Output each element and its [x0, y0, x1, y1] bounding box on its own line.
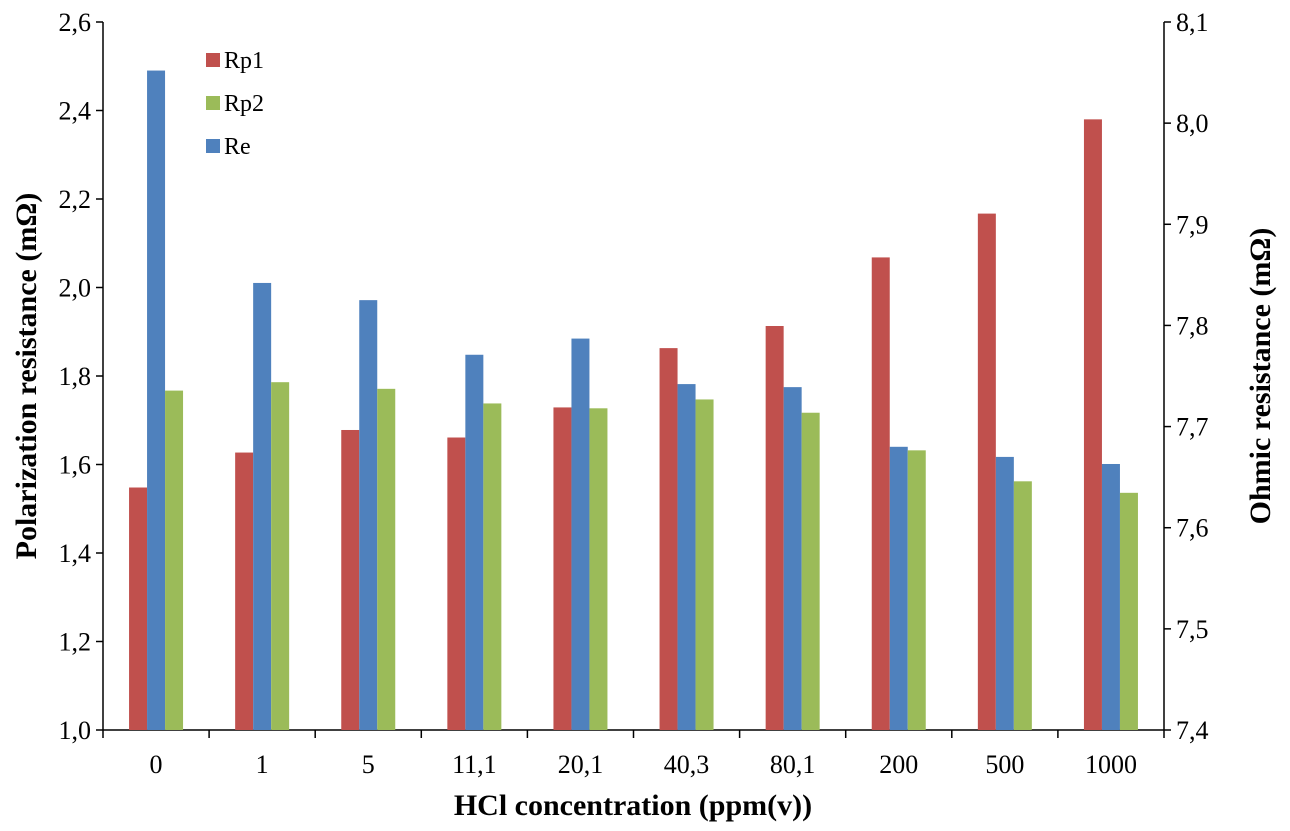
legend-swatch-rp1 — [206, 53, 220, 67]
bar-rp1-8 — [977, 213, 996, 731]
x-tick-label: 1000 — [1085, 750, 1137, 779]
bar-re-7 — [889, 446, 908, 730]
bar-rp1-4 — [553, 407, 572, 730]
bar-re-3 — [465, 354, 484, 730]
bar-rp2-8 — [1013, 481, 1032, 730]
x-tick-label: 200 — [879, 750, 918, 779]
bar-re-9 — [1101, 463, 1120, 730]
bar-rp1-3 — [447, 437, 466, 730]
bar-rp2-3 — [483, 403, 502, 730]
bar-rp1-2 — [341, 429, 360, 730]
bar-re-6 — [783, 387, 802, 730]
x-tick-label: 0 — [150, 750, 163, 779]
y-tick-left-label: 1,6 — [59, 451, 92, 480]
y-tick-left-label: 2,2 — [59, 185, 92, 214]
x-tick-label: 500 — [985, 750, 1024, 779]
y-tick-left-label: 1,8 — [59, 362, 92, 391]
bar-rp2-4 — [589, 408, 608, 730]
y-tick-right-label: 7,6 — [1176, 514, 1209, 543]
x-ticks: 0 1 5 11,1 20,1 40,3 80,1 200 500 1000 — [102, 730, 1165, 779]
legend-label-rp1: Rp1 — [224, 48, 264, 74]
bar-re-1 — [253, 282, 272, 730]
x-tick-label: 1 — [256, 750, 269, 779]
y-tick-right-label: 7,8 — [1176, 311, 1209, 340]
y-ticks-left: 1,0 1,2 1,4 1,6 1,8 2,0 2,2 2,4 2,6 — [59, 8, 103, 745]
legend-label-rp2: Rp2 — [224, 91, 264, 117]
y-tick-right-label: 8,1 — [1176, 8, 1209, 37]
bar-rp2-1 — [271, 382, 290, 730]
bar-rp2-0 — [165, 390, 184, 730]
bar-re-0 — [147, 70, 166, 731]
x-tick-label: 80,1 — [770, 750, 816, 779]
x-tick-label: 11,1 — [452, 750, 497, 779]
x-tick-label: 40,3 — [664, 750, 710, 779]
bar-rp1-9 — [1083, 119, 1102, 731]
legend-label-re: Re — [224, 134, 251, 160]
y-axis-title-right: Ohmic resistance (mΩ) — [1244, 228, 1277, 525]
bar-re-4 — [571, 338, 590, 730]
bars-group — [129, 70, 1138, 731]
y-tick-left-label: 1,2 — [59, 628, 92, 657]
bar-re-2 — [359, 300, 378, 730]
legend-swatch-rp2 — [206, 96, 220, 110]
y-axis-title-left: Polarization resistance (mΩ) — [10, 193, 43, 560]
legend: Rp1 Rp2 Re — [206, 48, 264, 160]
x-tick-label: 5 — [362, 750, 375, 779]
y-ticks-right: 7,4 7,5 7,6 7,7 7,8 7,9 8,0 8,1 — [1164, 8, 1209, 745]
y-tick-right-label: 8,0 — [1176, 109, 1209, 138]
y-tick-right-label: 7,7 — [1176, 413, 1209, 442]
bar-rp1-6 — [765, 326, 784, 730]
x-tick-label: 20,1 — [558, 750, 604, 779]
bar-rp1-1 — [235, 452, 254, 730]
bar-rp2-6 — [801, 412, 820, 730]
y-tick-left-label: 2,0 — [59, 274, 92, 303]
bar-rp1-5 — [659, 348, 678, 730]
bar-rp2-7 — [907, 450, 926, 730]
y-tick-right-label: 7,5 — [1176, 615, 1209, 644]
bar-rp2-2 — [377, 388, 396, 730]
y-tick-left-label: 1,4 — [59, 539, 92, 568]
legend-swatch-re — [206, 139, 220, 153]
y-tick-right-label: 7,9 — [1176, 210, 1209, 239]
bar-rp1-7 — [871, 257, 890, 730]
bar-re-5 — [677, 384, 696, 730]
bar-rp2-5 — [695, 399, 714, 730]
y-tick-left-label: 2,6 — [59, 8, 92, 37]
bar-rp2-9 — [1119, 492, 1138, 730]
y-tick-left-label: 1,0 — [59, 716, 92, 745]
bar-re-8 — [995, 456, 1014, 730]
y-tick-left-label: 2,4 — [59, 97, 92, 126]
bar-rp1-0 — [129, 487, 148, 730]
x-axis-title: HCl concentration (ppm(v)) — [454, 789, 812, 822]
y-tick-right-label: 7,4 — [1176, 716, 1209, 745]
